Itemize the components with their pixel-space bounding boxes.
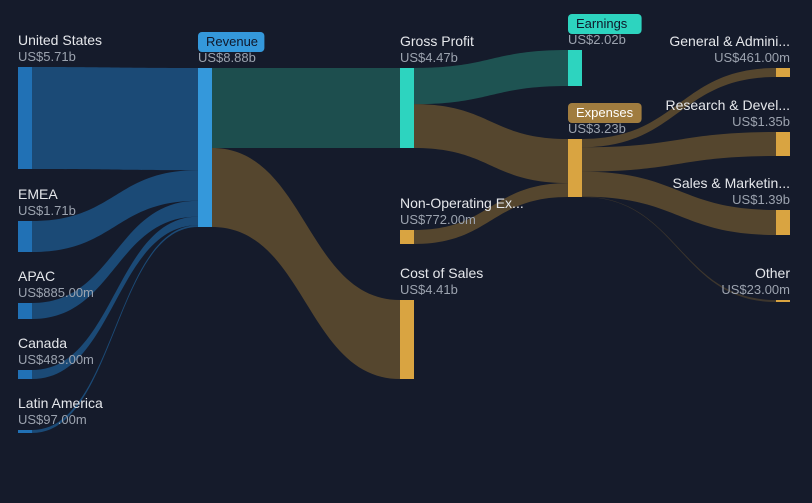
node-label: General & Admini... — [669, 33, 790, 49]
node-label: Other — [755, 265, 790, 281]
sankey-node-gp — [400, 68, 414, 148]
node-label: Non-Operating Ex... — [400, 195, 524, 211]
sankey-node-rd — [776, 132, 790, 156]
sankey-node-sm — [776, 210, 790, 235]
sankey-chart: United StatesUS$5.71bEMEAUS$1.71bAPACUS$… — [0, 0, 812, 503]
node-label: Research & Devel... — [666, 97, 791, 113]
node-value: US$97.00m — [18, 412, 87, 427]
node-label: United States — [18, 32, 102, 48]
node-value: US$3.23b — [568, 121, 626, 136]
pill-expenses: Expenses — [568, 103, 642, 123]
node-label: Earnings — [576, 16, 628, 31]
sankey-node-cos — [400, 300, 414, 379]
sankey-node-us — [18, 67, 32, 169]
sankey-node-other — [776, 300, 790, 302]
node-label: Cost of Sales — [400, 265, 483, 281]
node-value: US$1.35b — [732, 114, 790, 129]
pill-earnings: Earnings — [568, 14, 642, 34]
node-value: US$23.00m — [721, 282, 790, 297]
pill-revenue: Revenue — [198, 32, 264, 52]
node-value: US$483.00m — [18, 352, 94, 367]
sankey-link — [212, 68, 400, 148]
node-label: Revenue — [206, 34, 258, 49]
node-value: US$1.39b — [732, 192, 790, 207]
node-value: US$461.00m — [714, 50, 790, 65]
node-label: Sales & Marketin... — [673, 175, 791, 191]
node-value: US$4.41b — [400, 282, 458, 297]
node-value: US$8.88b — [198, 50, 256, 65]
sankey-node-expenses — [568, 139, 582, 197]
node-value: US$772.00m — [400, 212, 476, 227]
node-label: APAC — [18, 268, 55, 284]
sankey-node-ga — [776, 68, 790, 77]
node-label: Canada — [18, 335, 67, 351]
node-value: US$4.47b — [400, 50, 458, 65]
sankey-link — [32, 67, 198, 170]
sankey-node-emea — [18, 221, 32, 252]
node-value: US$1.71b — [18, 203, 76, 218]
node-label: Gross Profit — [400, 33, 474, 49]
node-value: US$885.00m — [18, 285, 94, 300]
sankey-node-apac — [18, 303, 32, 319]
node-label: EMEA — [18, 186, 58, 202]
sankey-node-revenue — [198, 68, 212, 227]
node-value: US$5.71b — [18, 49, 76, 64]
node-label: Latin America — [18, 395, 103, 411]
sankey-node-canada — [18, 370, 32, 379]
sankey-node-latam — [18, 430, 32, 433]
sankey-node-earnings — [568, 50, 582, 86]
node-label: Expenses — [576, 105, 634, 120]
sankey-node-nonop — [400, 230, 414, 244]
node-value: US$2.02b — [568, 32, 626, 47]
